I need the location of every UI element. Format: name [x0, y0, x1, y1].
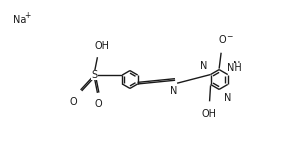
Text: O: O — [70, 97, 78, 107]
Text: N: N — [171, 86, 178, 96]
Text: O: O — [95, 99, 102, 109]
Text: OH: OH — [95, 41, 110, 51]
Text: −: − — [226, 32, 233, 41]
Text: Na: Na — [13, 15, 27, 25]
Text: S: S — [91, 70, 98, 80]
Text: O: O — [218, 35, 226, 45]
Text: OH: OH — [201, 109, 216, 119]
Text: N: N — [200, 61, 208, 71]
Text: NH: NH — [227, 63, 242, 73]
Text: N: N — [224, 93, 232, 103]
Text: +: + — [24, 11, 31, 20]
Text: N: N — [233, 61, 240, 71]
